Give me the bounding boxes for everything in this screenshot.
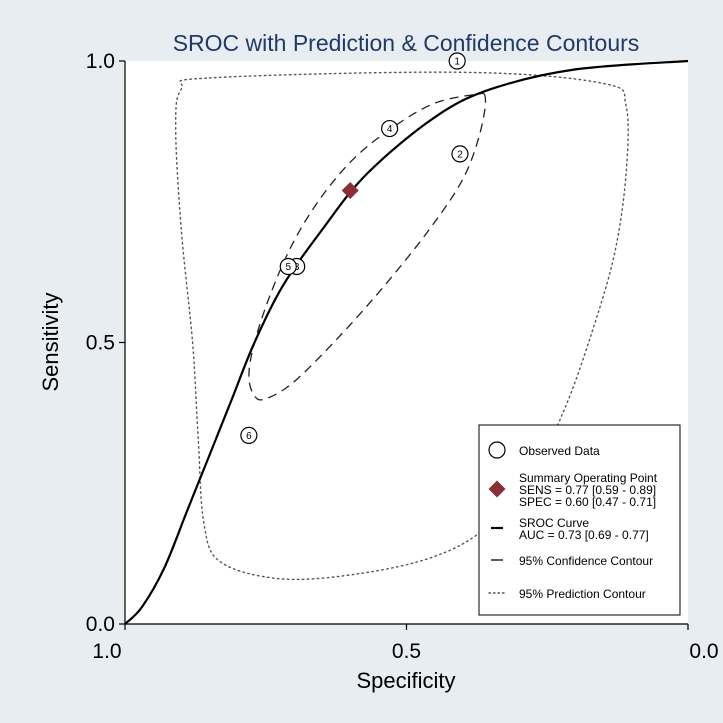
observed-point-label: 5 [285,262,291,273]
y-tick-label: 1.0 [86,50,115,73]
legend-text: 95% Confidence Contour [519,554,653,568]
legend-text: 95% Prediction Contour [519,587,646,601]
legend-entry-prediction: 95% Prediction Contour [488,587,646,601]
observed-point-marker [448,52,466,70]
chart-title: SROC with Prediction & Confidence Contou… [173,30,640,56]
observed-point: 2 [451,145,469,163]
legend-box [478,424,681,616]
legend-symbol-summary [488,480,506,498]
legend-text: AUC = 0.73 [0.69 - 0.77] [519,528,649,542]
observed-point: 1 [448,52,466,70]
observed-point-label: 6 [246,431,252,442]
x-tick-label: 0.5 [392,640,421,663]
y-axis-label: Sensitivity [38,292,63,391]
y-tick-label: 0.0 [86,613,115,636]
legend-text: SPEC = 0.60 [0.47 - 0.71] [519,495,656,509]
observed-point-label: 4 [387,124,393,135]
confidence-contour [248,92,487,401]
prediction-contour [174,71,629,581]
observed-point: 4 [381,119,399,138]
observed-point: 5 [279,257,297,276]
legend-text: SENS = 0.77 [0.59 - 0.89] [519,483,656,497]
sroc-curve [124,59,689,625]
observed-point-label: 2 [457,149,463,160]
x-tick-label: 1.0 [92,640,121,663]
legend-text: Observed Data [519,444,600,458]
observed-point-label: 1 [454,57,460,68]
legend-entry-observed: Observed Data [488,441,600,459]
x-axis-label: Specificity [356,668,455,693]
legend-entry-confidence: 95% Confidence Contour [491,554,653,568]
legend: Observed Data Summary Operating PointSENS… [478,424,681,616]
legend-text: SROC Curve [519,516,589,530]
axes: 0.0 0.5 1.0 1.0 0.5 0.0 [86,50,719,663]
contours [124,59,689,625]
observed-point-marker [240,426,258,444]
y-tick-label: 0.5 [86,332,115,355]
legend-text: Summary Operating Point [519,471,658,485]
observed-point: 6 [240,426,258,444]
observed-points: 1 2 3 4 5 6 [240,52,469,444]
observed-point-marker [381,119,399,138]
summary-operating-point [341,181,359,199]
legend-symbol-observed [488,441,506,459]
x-tick-label: 0.0 [689,640,718,663]
observed-point-label: 3 [294,262,300,273]
observed-point-marker [451,145,469,163]
observed-point-marker [279,257,297,276]
